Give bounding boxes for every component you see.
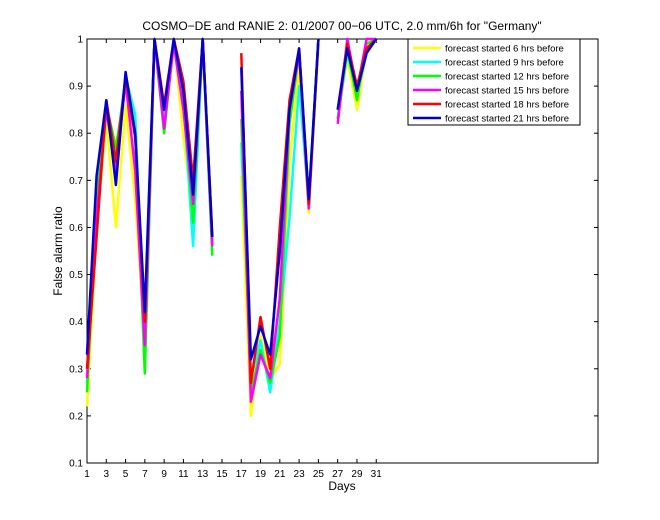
y-tick-label: 0.2 (69, 411, 83, 422)
x-tick-label: 3 (104, 469, 110, 480)
x-tick-label: 31 (371, 469, 383, 480)
x-tick-label: 13 (197, 469, 209, 480)
x-tick-label: 5 (123, 469, 129, 480)
x-tick-label: 25 (313, 469, 325, 480)
x-tick-label: 29 (351, 469, 363, 480)
y-tick-label: 0.1 (69, 459, 83, 470)
legend: forecast started 6 hrs before forecast st… (407, 38, 581, 126)
legend-label: forecast started 15 hrs before (445, 86, 569, 97)
x-tick-label: 23 (294, 469, 306, 480)
chart-title: COSMO−DE and RANIE 2: 01/2007 00−06 UTC,… (142, 19, 541, 33)
x-axis: 1 3 5 7 9 11 13 15 17 19 21 23 25 27 29 31 (84, 39, 382, 480)
y-tick-label: 0.9 (69, 82, 83, 93)
y-axis-label: False alarm ratio (51, 206, 65, 296)
series-line-5 (85, 37, 378, 361)
x-tick-label: 27 (332, 469, 344, 480)
x-tick-label: 21 (274, 469, 286, 480)
y-tick-label: 0.3 (69, 364, 83, 375)
y-tick-label: 0.6 (69, 223, 83, 234)
legend-box (407, 38, 581, 126)
y-axis: 0.1 0.2 0.3 0.4 0.5 0.6 0.7 0.8 0.9 1 (69, 35, 598, 470)
x-tick-label: 15 (216, 469, 228, 480)
legend-label: forecast started 6 hrs before (445, 44, 564, 55)
legend-label: forecast started 21 hrs before (445, 114, 569, 125)
y-tick-label: 1 (77, 35, 83, 46)
x-tick-label: 17 (236, 469, 248, 480)
legend-label: forecast started 12 hrs before (445, 72, 569, 83)
x-tick-label: 1 (84, 469, 90, 480)
x-tick-label: 11 (178, 469, 189, 480)
x-tick-label: 7 (142, 469, 148, 480)
x-tick-label: 19 (255, 469, 267, 480)
x-tick-label: 9 (161, 469, 167, 480)
y-tick-label: 0.7 (69, 176, 83, 187)
y-tick-label: 0.5 (69, 270, 83, 281)
x-axis-label: Days (328, 479, 355, 493)
legend-label: forecast started 9 hrs before (445, 58, 564, 69)
legend-label: forecast started 18 hrs before (445, 100, 569, 111)
series-lines (85, 37, 378, 418)
y-tick-label: 0.8 (69, 129, 83, 140)
y-tick-label: 0.4 (69, 317, 83, 328)
